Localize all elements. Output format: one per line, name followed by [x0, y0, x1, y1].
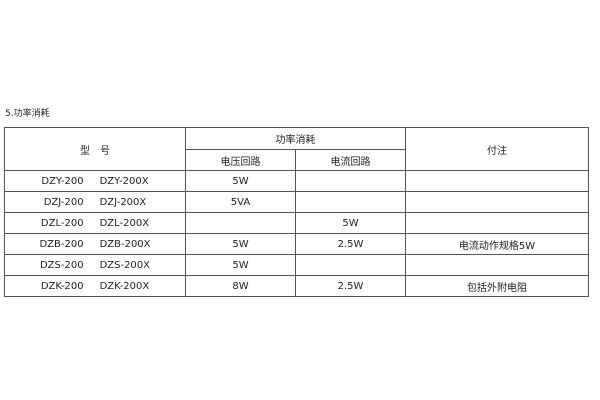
- voltage-cell: 5W: [185, 254, 296, 276]
- model-b: DZJ-200X: [99, 196, 147, 208]
- header-note: 付注: [405, 127, 589, 171]
- model-cell: DZB-200 DZB-200X: [4, 233, 186, 255]
- model-cell: DZK-200 DZK-200X: [4, 275, 186, 297]
- header-current-circuit: 电流回路: [295, 149, 406, 171]
- current-cell: 5W: [295, 212, 406, 234]
- current-cell: [295, 170, 406, 192]
- section-title: 5.功率消耗: [5, 109, 50, 119]
- model-a: DZK-200: [40, 280, 84, 292]
- note-cell: [405, 254, 589, 276]
- current-cell: [295, 191, 406, 213]
- current-cell: 2.5W: [295, 233, 406, 255]
- table-row: DZL-200 DZL-200X 5W: [4, 212, 589, 234]
- note-cell: 包括外附电阻: [405, 275, 589, 297]
- model-b: DZS-200X: [99, 259, 151, 271]
- model-b: DZL-200X: [99, 217, 150, 229]
- current-cell: 2.5W: [295, 275, 406, 297]
- model-b: DZK-200X: [99, 280, 150, 292]
- model-cell: DZJ-200 DZJ-200X: [4, 191, 186, 213]
- header-row: 型 号 功率消耗 付注: [4, 127, 589, 171]
- voltage-cell: 5W: [185, 233, 296, 255]
- note-cell: [405, 191, 589, 213]
- table-row: DZY-200 DZY-200X 5W: [4, 170, 589, 192]
- table-row: DZB-200 DZB-200X 5W 2.5W 电流动作规格5W: [4, 233, 589, 255]
- voltage-cell: 8W: [185, 275, 296, 297]
- header-model: 型 号: [4, 127, 186, 171]
- model-a: DZB-200: [39, 238, 84, 250]
- subheader-row: 电压回路 电流回路: [5, 149, 589, 171]
- note-cell: 电流动作规格5W: [405, 233, 589, 255]
- model-a: DZY-200: [41, 175, 84, 187]
- model-a: DZS-200: [39, 259, 84, 271]
- model-cell: DZY-200 DZY-200X: [4, 170, 186, 192]
- voltage-cell: 5W: [185, 170, 296, 192]
- model-a: DZJ-200: [43, 196, 84, 208]
- header-voltage-circuit: 电压回路: [185, 149, 296, 171]
- model-cell: DZL-200 DZL-200X: [4, 212, 186, 234]
- note-cell: [405, 170, 589, 192]
- model-a: DZL-200: [40, 217, 84, 229]
- model-b: DZY-200X: [99, 175, 149, 187]
- table-row: DZK-200 DZK-200X 8W 2.5W 包括外附电阻: [4, 275, 589, 297]
- model-b: DZB-200X: [99, 238, 151, 250]
- power-consumption-table: 型 号 功率消耗 付注 电压回路 电流回路 DZY-200 DZY-200X 5W…: [4, 127, 589, 297]
- table-row: DZS-200 DZS-200X 5W: [4, 254, 589, 276]
- current-cell: [295, 254, 406, 276]
- model-cell: DZS-200 DZS-200X: [4, 254, 186, 276]
- voltage-cell: 5VA: [185, 191, 296, 213]
- voltage-cell: [185, 212, 296, 234]
- note-cell: [405, 212, 589, 234]
- table-row: DZJ-200 DZJ-200X 5VA: [4, 191, 589, 213]
- header-power: 功率消耗: [185, 127, 406, 150]
